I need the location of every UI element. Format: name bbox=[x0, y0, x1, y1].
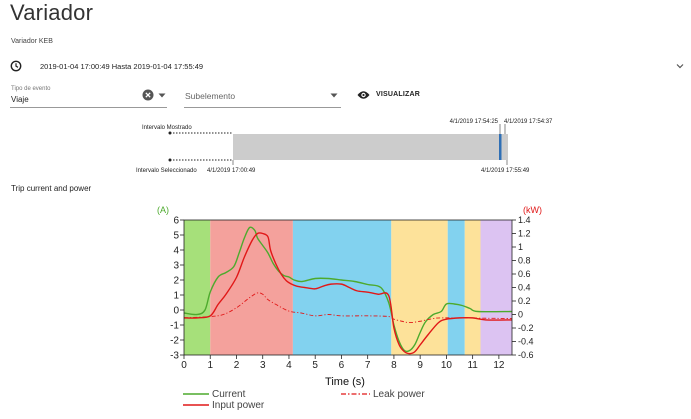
phase-band-0 bbox=[184, 220, 211, 355]
y-left-tick-label: 1 bbox=[173, 291, 179, 302]
x-tick-label: 8 bbox=[391, 360, 397, 371]
dropdown-arrow-icon[interactable] bbox=[330, 93, 338, 98]
y-left-tick-label: 3 bbox=[173, 261, 179, 272]
timeline-selector[interactable]: Intervalo Mostrado 4/1/2019 17:54:25 4/1… bbox=[0, 110, 691, 180]
x-tick-label: 11 bbox=[467, 360, 478, 371]
event-type-label: Tipo de evento bbox=[11, 86, 51, 92]
selected-start-time: 4/1/2019 17:00:49 bbox=[207, 168, 256, 174]
x-tick-label: 9 bbox=[417, 360, 423, 371]
y-right-tick-label: 1.4 bbox=[518, 215, 531, 225]
legend-current-label: Current bbox=[212, 389, 246, 400]
series-line-leak-power bbox=[183, 292, 513, 324]
x-axis-label: Time (s) bbox=[325, 376, 365, 388]
page-subtitle: Variador KEB bbox=[11, 38, 53, 45]
dropdown-arrow-icon[interactable] bbox=[158, 93, 166, 98]
date-range-text[interactable]: 2019-01-04 17:00:49 Hasta 2019-01-04 17:… bbox=[40, 62, 204, 71]
y-right-tick-label: 1 bbox=[518, 242, 523, 252]
x-tick-label: 3 bbox=[260, 360, 266, 371]
selected-end-time: 4/1/2019 17:55:49 bbox=[481, 168, 530, 174]
y-left-tick-label: 0 bbox=[173, 306, 179, 317]
clock-icon bbox=[10, 60, 22, 72]
clear-icon[interactable] bbox=[142, 89, 154, 101]
chart-title: Trip current and power bbox=[11, 184, 92, 193]
y-right-tick-label: 0.8 bbox=[518, 256, 531, 266]
y-left-tick-label: -1 bbox=[170, 321, 179, 332]
chevron-down-icon[interactable] bbox=[675, 62, 685, 70]
page-title: Variador bbox=[10, 0, 94, 25]
y-right-tick-label: 1.2 bbox=[518, 229, 531, 239]
x-tick-label: 7 bbox=[365, 360, 371, 371]
x-tick-label: 4 bbox=[286, 360, 292, 371]
shown-start-time: 4/1/2019 17:54:25 bbox=[450, 119, 499, 125]
y-right-tick-label: 0.4 bbox=[518, 283, 531, 293]
y-left-tick-label: 6 bbox=[173, 216, 179, 227]
timeline-bar[interactable] bbox=[233, 134, 508, 160]
phase-band-5 bbox=[464, 220, 481, 355]
event-type-select[interactable]: Viaje bbox=[11, 95, 29, 104]
x-tick-label: 5 bbox=[312, 360, 318, 371]
selected-interval-dot bbox=[168, 158, 172, 162]
y-left-tick-label: 2 bbox=[173, 276, 179, 287]
left-axis-label: (A) bbox=[157, 205, 169, 215]
x-tick-label: 12 bbox=[493, 360, 505, 371]
x-tick-label: 6 bbox=[339, 360, 345, 371]
legend-leak-label: Leak power bbox=[373, 389, 425, 400]
x-tick-label: 0 bbox=[181, 360, 187, 371]
y-right-tick-label: 0.6 bbox=[518, 269, 531, 279]
y-right-tick-label: 0 bbox=[518, 310, 523, 320]
phase-band-2 bbox=[292, 220, 392, 355]
y-right-tick-label: -0.4 bbox=[518, 337, 534, 347]
event-type-underline bbox=[10, 107, 167, 108]
legend: Current Input power Leak power bbox=[183, 389, 425, 411]
right-axis-label: (kW) bbox=[523, 205, 542, 215]
trip-chart: 0 1 2 3 4 5 6 7 8 9 10 11 12-3-2-10123456-0.6-0.4-0.… bbox=[157, 205, 542, 411]
subevent-select[interactable]: Subelemento bbox=[185, 91, 236, 101]
y-right-tick-label: 0.2 bbox=[518, 296, 531, 306]
shown-end-time: 4/1/2019 17:54:37 bbox=[504, 119, 553, 125]
legend-input-label: Input power bbox=[212, 400, 265, 411]
phase-band-4 bbox=[447, 220, 465, 355]
x-tick-label: 2 bbox=[234, 360, 240, 371]
y-left-tick-label: -3 bbox=[170, 351, 179, 362]
eye-icon[interactable] bbox=[357, 90, 370, 100]
subevent-underline bbox=[184, 107, 341, 108]
shown-interval-label: Intervalo Mostrado bbox=[142, 125, 192, 131]
y-right-tick-label: -0.6 bbox=[518, 350, 534, 360]
y-left-tick-label: 5 bbox=[173, 231, 179, 242]
y-left-tick-label: -2 bbox=[170, 336, 179, 347]
shown-interval-dot bbox=[168, 131, 172, 135]
series-line-input-power bbox=[183, 232, 513, 355]
x-tick-label: 1 bbox=[207, 360, 213, 371]
visualize-button[interactable]: VISUALIZAR bbox=[376, 91, 420, 98]
x-tick-label: 10 bbox=[441, 360, 453, 371]
selected-interval-label: Intervalo Seleccionado bbox=[136, 168, 197, 174]
shown-interval-marker[interactable] bbox=[499, 134, 502, 160]
y-left-tick-label: 4 bbox=[173, 246, 179, 257]
series-line-current bbox=[183, 226, 513, 353]
y-right-tick-label: -0.2 bbox=[518, 323, 534, 333]
phase-band-6 bbox=[480, 220, 512, 355]
